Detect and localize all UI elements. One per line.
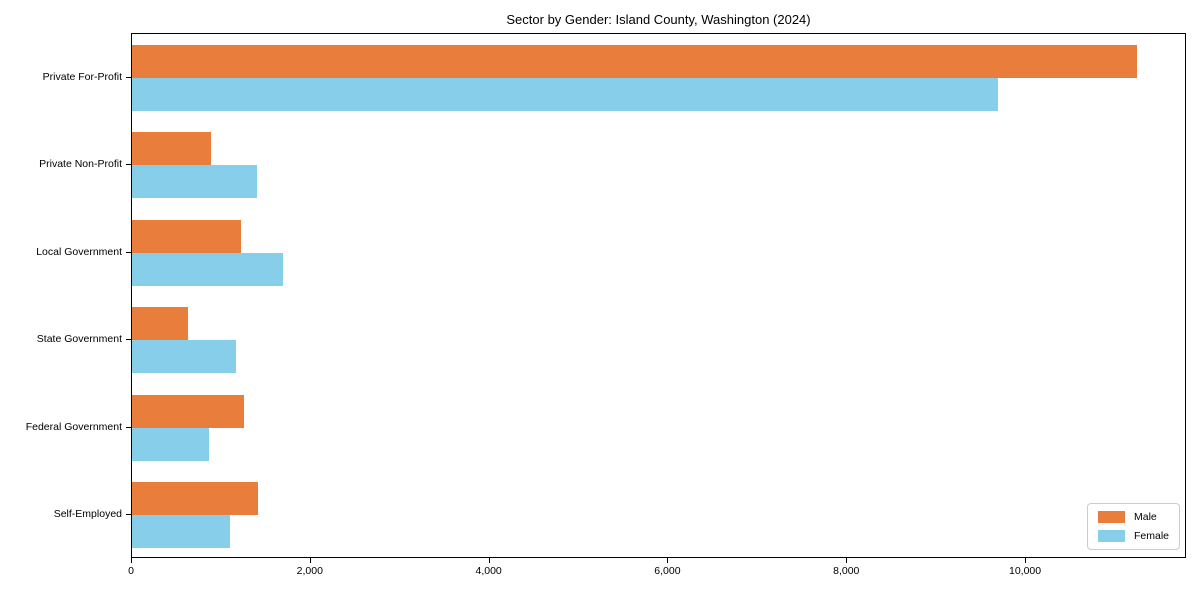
bar-state-government-female	[132, 340, 236, 374]
legend: Male Female	[1086, 503, 1180, 550]
category-row-local-government	[132, 209, 1185, 297]
category-row-private-for-profit	[132, 34, 1185, 122]
bar-private-non-profit-female	[132, 165, 257, 199]
bar-group-private-non-profit	[132, 132, 1185, 199]
bar-private-for-profit-male	[132, 44, 1137, 78]
x-tick-2000	[309, 558, 311, 563]
y-tick-local-government	[126, 251, 131, 253]
bar-group-private-for-profit	[132, 44, 1185, 111]
bar-self-employed-female	[132, 515, 231, 549]
bar-group-local-government	[132, 219, 1185, 286]
bar-local-government-female	[132, 252, 283, 286]
bar-group-state-government	[132, 307, 1185, 374]
bar-self-employed-male	[132, 482, 258, 516]
x-tick-label-2000: 2,000	[296, 565, 323, 577]
category-row-federal-government	[132, 384, 1185, 472]
x-tick-label-8000: 8,000	[833, 565, 860, 577]
bar-federal-government-female	[132, 427, 209, 461]
x-tick-10000	[1025, 558, 1027, 563]
bar-local-government-male	[132, 219, 241, 253]
bar-private-non-profit-male	[132, 132, 212, 166]
legend-label-male: Male	[1133, 511, 1157, 523]
x-tick-0	[131, 558, 132, 563]
chart-title: Sector by Gender: Island County, Washing…	[506, 12, 811, 27]
bar-private-for-profit-female	[132, 77, 998, 111]
bar-federal-government-male	[132, 394, 245, 428]
legend-entry-male: Male	[1097, 511, 1169, 523]
y-tick-private-for-profit	[126, 76, 131, 78]
y-tick-label-state-government: State Government	[36, 333, 122, 346]
x-tick-label-6000: 6,000	[654, 565, 681, 577]
bar-group-self-employed	[132, 482, 1185, 549]
category-row-private-non-profit	[132, 122, 1185, 210]
x-tick-4000	[488, 558, 490, 563]
y-tick-label-self-employed: Self-Employed	[53, 508, 122, 521]
category-row-self-employed	[132, 472, 1185, 560]
legend-swatch-female-icon	[1097, 530, 1125, 542]
y-tick-label-local-government: Local Government	[36, 245, 122, 258]
y-tick-private-non-profit	[126, 164, 131, 166]
x-tick-label-10000: 10,000	[1009, 565, 1042, 577]
y-tick-self-employed	[126, 514, 131, 516]
x-tick-6000	[667, 558, 669, 563]
legend-label-female: Female	[1133, 530, 1169, 542]
legend-swatch-male-icon	[1097, 511, 1125, 523]
bar-state-government-male	[132, 307, 189, 341]
category-row-state-government	[132, 297, 1185, 385]
x-tick-label-0: 0	[128, 565, 134, 577]
y-tick-label-federal-government: Federal Government	[25, 420, 122, 433]
y-tick-state-government	[126, 339, 131, 341]
y-tick-federal-government	[126, 426, 131, 428]
y-tick-label-private-non-profit: Private Non-Profit	[39, 158, 122, 171]
x-tick-8000	[846, 558, 848, 563]
x-tick-label-4000: 4,000	[475, 565, 502, 577]
bar-group-federal-government	[132, 394, 1185, 461]
y-tick-label-private-for-profit: Private For-Profit	[42, 70, 122, 83]
legend-entry-female: Female	[1097, 530, 1169, 542]
plot-area: Male Female	[131, 33, 1186, 558]
